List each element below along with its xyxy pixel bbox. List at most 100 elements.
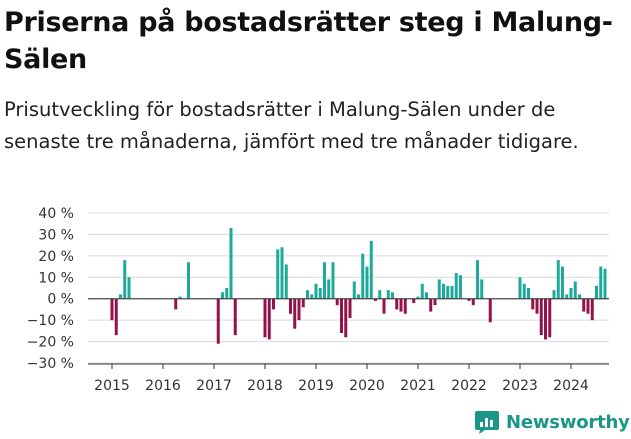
bar bbox=[174, 298, 178, 310]
x-tick-label: 2017 bbox=[196, 378, 232, 394]
bar bbox=[110, 298, 114, 321]
x-axis: 2015 2016 2017 2018 2019 2020 2021 2022 2023 2024 bbox=[88, 363, 609, 394]
bar bbox=[272, 298, 275, 310]
bar bbox=[178, 296, 182, 299]
bar bbox=[361, 253, 365, 299]
bar bbox=[420, 283, 424, 299]
x-tick-label: 2015 bbox=[94, 378, 130, 394]
y-tick-label: −10 % bbox=[27, 313, 74, 329]
bar bbox=[284, 264, 288, 299]
bar bbox=[276, 249, 280, 299]
bar bbox=[293, 298, 297, 329]
gridlines bbox=[88, 212, 609, 364]
bar bbox=[476, 260, 479, 299]
x-tick-label: 2018 bbox=[247, 378, 283, 394]
bar bbox=[442, 283, 445, 299]
newsworthy-logo-icon bbox=[475, 411, 499, 434]
y-tick-label: −20 % bbox=[27, 335, 74, 351]
bar bbox=[233, 298, 237, 336]
bar bbox=[301, 298, 305, 308]
bar bbox=[471, 298, 475, 306]
bar bbox=[488, 298, 492, 323]
bar bbox=[391, 292, 394, 299]
x-tick-label: 2019 bbox=[298, 378, 334, 394]
bar bbox=[429, 298, 433, 312]
bar bbox=[437, 279, 441, 299]
bar bbox=[416, 296, 420, 299]
last-value-label: 14 % bbox=[588, 0, 626, 4]
chart-subtitle: Prisutveckling för bostadsrätter i Malun… bbox=[4, 98, 579, 153]
bar bbox=[318, 288, 322, 299]
bar bbox=[323, 262, 326, 299]
bar bbox=[569, 288, 573, 299]
bar bbox=[306, 290, 309, 299]
bar bbox=[280, 247, 284, 299]
bar bbox=[225, 288, 229, 299]
bar bbox=[374, 298, 377, 301]
bar bbox=[518, 277, 522, 299]
x-tick-label: 2020 bbox=[349, 378, 385, 394]
bars bbox=[110, 228, 607, 344]
bar bbox=[335, 298, 339, 306]
bar bbox=[433, 298, 437, 306]
bar bbox=[378, 290, 382, 299]
x-tick-label: 2021 bbox=[400, 378, 436, 394]
bar bbox=[297, 298, 301, 321]
bar bbox=[565, 294, 569, 299]
bar bbox=[522, 283, 526, 299]
bar bbox=[446, 285, 450, 299]
bar bbox=[127, 277, 131, 299]
y-tick-label: 0 % bbox=[47, 292, 74, 308]
bar bbox=[544, 298, 547, 340]
bar bbox=[548, 298, 552, 338]
bar bbox=[403, 298, 407, 314]
bar bbox=[454, 273, 458, 299]
bar bbox=[187, 262, 190, 299]
bar bbox=[229, 228, 233, 299]
x-tick-label: 2024 bbox=[553, 378, 589, 394]
bar bbox=[480, 279, 484, 299]
bar bbox=[590, 298, 594, 321]
x-tick-label: 2023 bbox=[502, 378, 538, 394]
bar bbox=[467, 298, 471, 301]
bar bbox=[331, 262, 335, 299]
bar bbox=[263, 298, 267, 338]
bar bbox=[340, 298, 343, 333]
bar bbox=[386, 290, 390, 299]
brand-logo-block: Newsworthy bbox=[474, 408, 630, 436]
bar bbox=[425, 292, 428, 299]
annotations: 14 % bbox=[588, 0, 626, 4]
bar bbox=[531, 298, 535, 310]
bar bbox=[412, 298, 416, 303]
y-axis-tick-labels: 40 % 30 % 20 % 10 % 0 % −10 % −20 % −30 % bbox=[27, 206, 74, 372]
bar bbox=[114, 298, 118, 336]
bar bbox=[310, 294, 314, 299]
bar bbox=[314, 283, 318, 299]
bar bbox=[535, 298, 539, 314]
bar bbox=[216, 298, 220, 344]
bar bbox=[352, 281, 356, 299]
chart-title: Priserna på bostadsrätter steg i Malung-… bbox=[4, 7, 613, 75]
x-tick-label: 2016 bbox=[145, 378, 181, 394]
bar bbox=[267, 298, 271, 340]
bar bbox=[123, 260, 127, 299]
bar bbox=[552, 290, 556, 299]
bar bbox=[459, 275, 462, 299]
bar bbox=[573, 281, 577, 299]
y-tick-label: 20 % bbox=[38, 249, 74, 265]
bar bbox=[578, 294, 581, 299]
bar bbox=[556, 260, 560, 299]
bar bbox=[382, 298, 386, 314]
bar bbox=[399, 298, 403, 312]
y-tick-label: 40 % bbox=[38, 206, 74, 222]
bar bbox=[582, 298, 586, 312]
bar bbox=[221, 292, 224, 299]
bar bbox=[357, 294, 360, 299]
bar bbox=[599, 266, 603, 299]
x-tick-label: 2022 bbox=[451, 378, 487, 394]
bar bbox=[119, 294, 122, 299]
bar bbox=[369, 240, 373, 299]
bar bbox=[395, 298, 399, 310]
bar bbox=[450, 285, 454, 299]
